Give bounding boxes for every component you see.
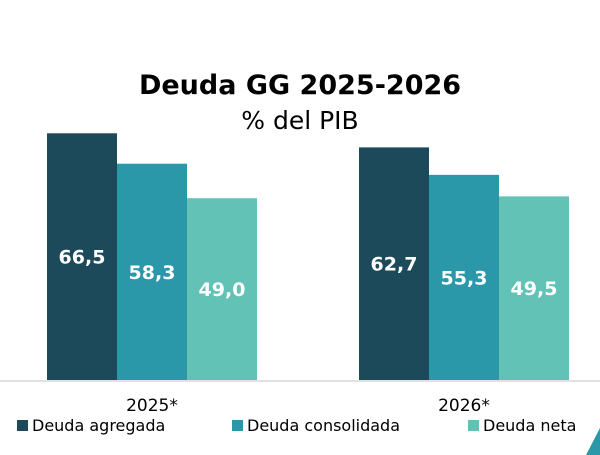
legend-item: Deuda consolidada bbox=[232, 416, 400, 435]
bar bbox=[499, 196, 569, 380]
legend-item: Deuda neta bbox=[468, 416, 576, 435]
x-tick-label: 2026* bbox=[438, 396, 490, 416]
data-label: 66,5 bbox=[59, 247, 106, 269]
data-label: 58,3 bbox=[129, 262, 176, 284]
legend-label: Deuda neta bbox=[483, 416, 577, 435]
bar bbox=[359, 147, 429, 380]
bar bbox=[187, 198, 257, 380]
data-label: 62,7 bbox=[371, 254, 418, 276]
data-label: 49,5 bbox=[511, 278, 558, 300]
bar bbox=[47, 133, 117, 380]
bar bbox=[429, 174, 499, 380]
data-label: 49,0 bbox=[199, 279, 246, 301]
data-label: 55,3 bbox=[441, 267, 488, 289]
bar bbox=[117, 163, 187, 380]
legend-item: Deuda agregada bbox=[17, 416, 165, 435]
legend-swatch bbox=[17, 420, 28, 431]
chart-subtitle: % del PIB bbox=[241, 106, 359, 135]
chart-title: Deuda GG 2025-2026 bbox=[138, 70, 462, 101]
x-tick-label: 2025* bbox=[126, 396, 178, 416]
decorative-corner-shape bbox=[586, 428, 600, 455]
legend-swatch bbox=[232, 420, 243, 431]
legend-label: Deuda consolidada bbox=[247, 416, 401, 435]
legend-label: Deuda agregada bbox=[32, 416, 166, 435]
legend-swatch bbox=[468, 420, 479, 431]
